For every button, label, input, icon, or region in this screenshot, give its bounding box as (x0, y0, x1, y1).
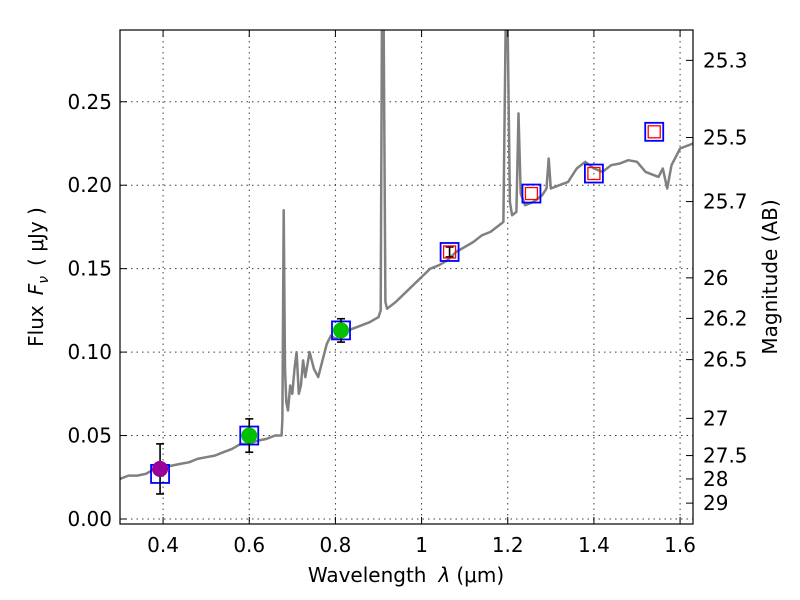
x-tick-label: 0.8 (320, 533, 352, 557)
y2-tick-label: 27 (703, 406, 728, 430)
y-tick-label: 0.20 (67, 173, 112, 197)
marker-layer (150, 121, 665, 495)
x-tick-label: 0.6 (233, 533, 265, 557)
obs-point-jh-band (587, 166, 601, 181)
x-axis-title-symbol: λ (438, 563, 451, 587)
y2-axis-title: Magnitude (AB) (758, 199, 782, 354)
model-flux-box (439, 242, 460, 262)
x-axis-title-unit: (μm) (456, 563, 504, 587)
y2-tick-label: 29 (703, 491, 728, 515)
y-axis-title-symbol: F (24, 283, 48, 295)
y-axis-title-unit: ( μJy ) (24, 207, 48, 266)
y2-tick-label: 25.3 (703, 48, 748, 72)
y-axis-title: Flux Fν ( μJy ) (24, 207, 52, 347)
y-tick-label: 0.25 (67, 90, 112, 114)
y-tick-label: 0.10 (67, 340, 112, 364)
obs-point-j-band (524, 186, 539, 201)
x-tick-label: 1.6 (664, 533, 696, 557)
grid-layer (120, 30, 693, 524)
y2-tick-label: 27.5 (703, 444, 748, 468)
obs-point-r-band (241, 427, 258, 444)
y2-tick-label: 26.5 (703, 348, 748, 372)
y-axis-title-prefix: Flux (24, 305, 48, 347)
y-axis-title-sub: ν (36, 276, 52, 284)
obs-point-u-band (152, 460, 169, 477)
y-tick-label: 0.15 (67, 257, 112, 281)
model-flux-box (644, 121, 665, 142)
x-tick-label: 0.4 (147, 533, 179, 557)
x-axis-title-prefix: Wavelength (308, 563, 427, 587)
x-tick-label: 1 (415, 533, 428, 557)
y2-tick-label: 26 (703, 266, 728, 290)
x-tick-label: 1.4 (578, 533, 610, 557)
x-axis-title: Wavelength λ (μm) (308, 563, 504, 587)
y2-tick-label: 25.7 (703, 190, 748, 214)
obs-point-z-band (333, 322, 350, 339)
plot-frame (119, 29, 694, 525)
tick-layer: 0.4 0.6 0.8 1 1.2 1.4 1.6 0.00 0.05 0.10 0.15 0.20 0… (67, 30, 748, 557)
obs-point-y-band (442, 245, 457, 259)
y2-tick-label: 26.2 (703, 306, 748, 330)
y2-tick-label: 28 (703, 467, 728, 491)
model-flux-box (584, 163, 604, 184)
obs-point-h-band (647, 125, 661, 139)
y-tick-label: 0.00 (67, 507, 112, 531)
y2-tick-label: 25.5 (703, 125, 748, 149)
model-flux-box (521, 183, 542, 204)
x-tick-label: 1.2 (492, 533, 524, 557)
y-tick-label: 0.05 (67, 424, 112, 448)
